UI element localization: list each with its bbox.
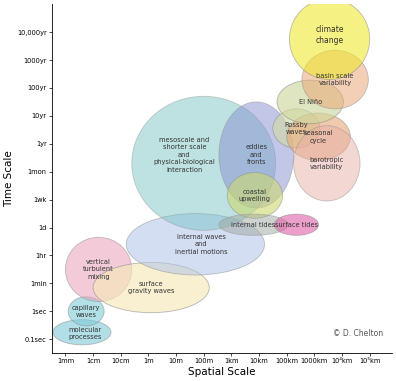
Y-axis label: Time Scale: Time Scale — [4, 150, 14, 207]
Text: climate
change: climate change — [315, 25, 344, 45]
Text: molecular
processes: molecular processes — [68, 327, 101, 340]
Text: internal waves
and
inertial motions: internal waves and inertial motions — [175, 234, 227, 255]
Text: barotropic
variability: barotropic variability — [310, 157, 344, 170]
Text: surface tides: surface tides — [275, 222, 318, 228]
Ellipse shape — [93, 263, 209, 313]
Text: eddies
and
fronts: eddies and fronts — [245, 144, 267, 165]
Ellipse shape — [219, 102, 293, 208]
Ellipse shape — [227, 173, 283, 218]
Text: capillary
waves: capillary waves — [72, 304, 100, 318]
Text: vertical
turbulent
mixing: vertical turbulent mixing — [83, 259, 114, 280]
Ellipse shape — [68, 297, 104, 326]
Text: El Niño: El Niño — [299, 99, 322, 105]
Ellipse shape — [287, 113, 350, 160]
Ellipse shape — [293, 126, 360, 201]
Text: © D. Chelton: © D. Chelton — [333, 329, 384, 338]
Ellipse shape — [65, 237, 132, 301]
Ellipse shape — [132, 96, 276, 231]
Text: internal tides: internal tides — [231, 222, 276, 228]
Ellipse shape — [273, 109, 320, 148]
Ellipse shape — [219, 214, 288, 235]
Text: mesoscale and
shorter scale
and
physical-biological
interaction: mesoscale and shorter scale and physical… — [154, 137, 215, 173]
Ellipse shape — [277, 80, 343, 124]
Ellipse shape — [53, 320, 111, 345]
Ellipse shape — [302, 50, 368, 109]
Text: coastal
upwelling: coastal upwelling — [239, 189, 271, 202]
Text: Rossby
waves: Rossby waves — [285, 122, 308, 135]
Ellipse shape — [289, 0, 370, 80]
Ellipse shape — [126, 214, 265, 275]
Text: basin scale
variability: basin scale variability — [316, 73, 354, 86]
Text: seasonal
cycle: seasonal cycle — [304, 130, 333, 144]
Ellipse shape — [274, 214, 318, 235]
X-axis label: Spatial Scale: Spatial Scale — [188, 367, 255, 377]
Text: surface
gravity waves: surface gravity waves — [128, 281, 174, 295]
